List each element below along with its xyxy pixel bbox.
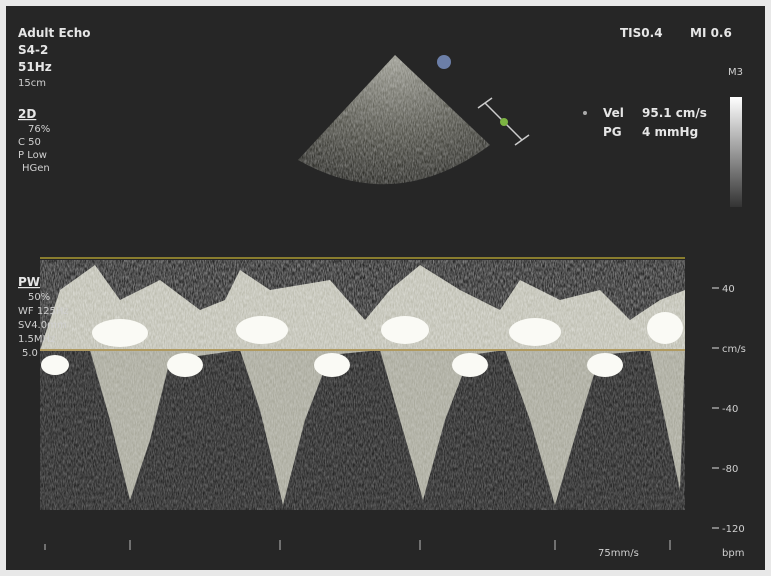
2d-gain: 76% xyxy=(28,124,50,135)
pw-wall-filter: WF 125Hz xyxy=(18,306,69,317)
scale-label: -120 xyxy=(722,524,745,535)
2d-title: 2D xyxy=(18,107,36,121)
depth: 15cm xyxy=(18,78,46,89)
frame-rate: 51Hz xyxy=(18,60,52,74)
map: M3 xyxy=(728,67,743,78)
preset: Adult Echo xyxy=(18,26,91,40)
velocity-scale: 40 cm/s -40 -80 -120 xyxy=(712,284,746,535)
sample-volume-cursor xyxy=(477,97,530,146)
measurement-value: 95.1 cm/s xyxy=(642,106,707,120)
pw-scale: 5.0 xyxy=(22,348,38,359)
measurement-label: Vel xyxy=(603,106,624,120)
scale-label: cm/s xyxy=(722,344,746,355)
pw-gain: 50% xyxy=(28,292,50,303)
scale-label: -80 xyxy=(722,464,738,475)
pw-sample-volume: SV4.0mm xyxy=(18,320,67,331)
mi: MI 0.6 xyxy=(690,26,732,40)
heart-rate: bpm xyxy=(722,548,744,559)
ecg-ticks xyxy=(44,540,671,550)
pw-title: PW xyxy=(18,275,40,289)
scale-label: 40 xyxy=(722,284,735,295)
doppler-spectrum xyxy=(40,260,685,510)
2d-sector-speckle xyxy=(298,55,490,185)
measurement-value: 4 mmHg xyxy=(642,125,698,139)
pw-frequency: 1.5MHz xyxy=(18,334,55,345)
measurement-label: PG xyxy=(603,125,622,139)
2d-power: P Low xyxy=(18,150,47,161)
probe-orientation-icon xyxy=(437,55,451,69)
sweep-speed: 75mm/s xyxy=(598,548,639,559)
gray-map-bar xyxy=(730,97,742,207)
probe: S4-2 xyxy=(18,43,48,57)
tis: TIS0.4 xyxy=(620,26,663,40)
scale-label: -40 xyxy=(722,404,738,415)
2d-compression: C 50 xyxy=(18,137,41,148)
2d-frequency: HGen xyxy=(22,163,50,174)
measurement-marker xyxy=(583,111,587,115)
